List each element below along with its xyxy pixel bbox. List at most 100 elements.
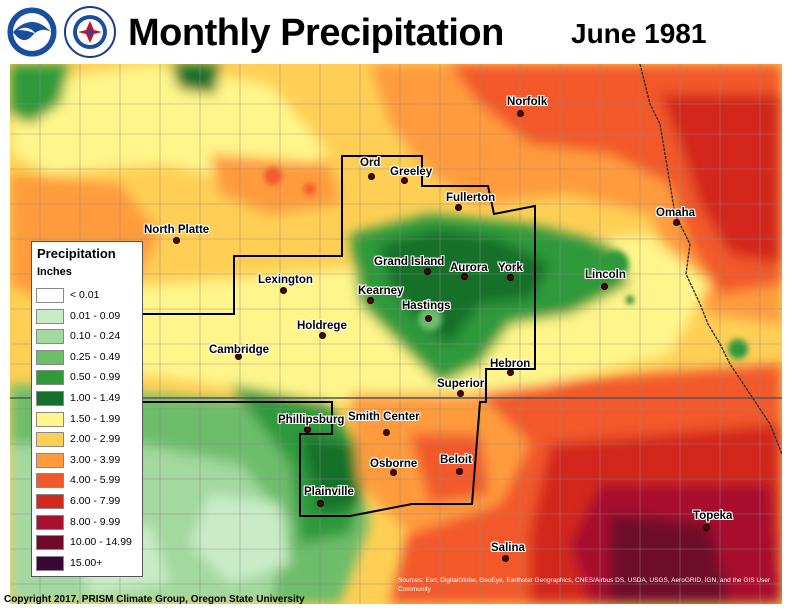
- city-marker: [703, 524, 710, 531]
- city-marker: [401, 177, 408, 184]
- city-marker: [517, 110, 524, 117]
- legend-item: < 0.01: [36, 286, 142, 305]
- city-label: Grand Island: [374, 256, 445, 268]
- legend-label: < 0.01: [70, 289, 100, 301]
- legend-label: 2.00 - 2.99: [70, 433, 121, 446]
- city-label: Smith Center: [348, 411, 420, 423]
- city-label: Omaha: [656, 207, 695, 219]
- legend-swatch: [36, 555, 64, 571]
- city-marker: [673, 219, 680, 226]
- legend-item: 3.00 - 3.99: [36, 451, 142, 470]
- legend-item: 2.00 - 2.99: [36, 430, 142, 449]
- city-marker: [383, 429, 390, 436]
- legend-item: 0.25 - 0.49: [36, 348, 142, 367]
- legend-item: 0.50 - 0.99: [36, 368, 142, 387]
- legend-swatch: [36, 411, 64, 427]
- city-label: Beloit: [440, 454, 472, 466]
- city-marker: [390, 469, 397, 476]
- city-marker: [457, 390, 464, 397]
- legend-label: 6.00 - 7.99: [70, 495, 121, 507]
- nws-logo: [64, 6, 116, 58]
- legend-swatch: [36, 535, 64, 551]
- city-marker: [507, 369, 514, 376]
- legend: Precipitation Inches < 0.01 0.01 - 0.09 0.…: [31, 241, 143, 577]
- city-label: Topeka: [693, 510, 733, 522]
- legend-item: 1.00 - 1.49: [36, 389, 142, 408]
- city-marker: [507, 274, 514, 281]
- city-marker: [317, 500, 324, 507]
- city-marker: [502, 555, 509, 562]
- city-marker: [304, 426, 311, 433]
- legend-swatch: [36, 473, 64, 489]
- city-label: Cambridge: [209, 344, 270, 356]
- city-marker: [368, 173, 375, 180]
- noaa-logo: [6, 6, 58, 58]
- legend-label: 8.00 - 9.99: [70, 515, 121, 528]
- city-label: York: [498, 262, 523, 274]
- city-marker: [367, 297, 374, 304]
- city-label: Hastings: [402, 300, 451, 312]
- legend-swatch: [36, 391, 64, 406]
- legend-item: 10.00 - 14.99: [36, 533, 142, 552]
- legend-swatch: [36, 452, 64, 468]
- city-label: Hebron: [490, 358, 531, 370]
- city-label: Norfolk: [507, 96, 548, 108]
- header: Monthly Precipitation June 1981: [0, 0, 792, 64]
- city-label: Lincoln: [585, 269, 626, 281]
- legend-units: Inches: [37, 266, 72, 278]
- city-marker: [455, 204, 462, 211]
- legend-label: 4.00 - 5.99: [70, 474, 121, 487]
- copyright: Copyright 2017, PRISM Climate Group, Ore…: [4, 594, 305, 605]
- legend-swatch: [36, 514, 64, 530]
- city-label: Lexington: [258, 274, 313, 286]
- city-marker: [601, 283, 608, 290]
- legend-swatch: [36, 370, 64, 386]
- city-marker: [424, 268, 431, 275]
- city-marker: [319, 332, 326, 339]
- city-label: Kearney: [358, 285, 404, 297]
- city-marker: [425, 315, 432, 322]
- legend-swatch: [36, 308, 64, 324]
- city-label: Plainville: [304, 486, 354, 498]
- city-label: Osborne: [370, 458, 418, 470]
- legend-label: 1.50 - 1.99: [70, 412, 121, 425]
- city-marker: [456, 468, 463, 475]
- city-marker: [280, 287, 287, 294]
- city-label: Phillipsburg: [278, 414, 345, 426]
- legend-label: 10.00 - 14.99: [70, 536, 132, 549]
- legend-label: 0.50 - 0.99: [70, 371, 121, 384]
- map-period: June 1981: [571, 18, 707, 49]
- legend-item: 0.01 - 0.09: [36, 307, 142, 326]
- map-title: Monthly Precipitation: [128, 12, 504, 54]
- map-credits: Sources: Esri, DigitalGlobe, GeoEye, Ear…: [398, 577, 771, 593]
- city-label: Aurora: [450, 262, 488, 274]
- legend-label: 0.10 - 0.24: [70, 330, 121, 343]
- legend-swatch: [36, 494, 64, 509]
- legend-label: 15.00+: [70, 556, 103, 569]
- city-marker: [173, 237, 180, 244]
- city-label: Salina: [491, 542, 525, 554]
- legend-label: 0.01 - 0.09: [70, 309, 121, 322]
- city-marker: [235, 353, 242, 360]
- legend-item: 15.00+: [36, 554, 142, 573]
- legend-swatch: [36, 288, 64, 303]
- legend-title: Precipitation: [37, 246, 116, 261]
- legend-item: 4.00 - 5.99: [36, 471, 142, 490]
- legend-label: 3.00 - 3.99: [70, 453, 121, 466]
- legend-item: 1.50 - 1.99: [36, 410, 142, 429]
- legend-swatch: [36, 432, 64, 448]
- legend-swatch: [36, 349, 64, 365]
- legend-label: 1.00 - 1.49: [70, 392, 121, 404]
- city-label: Fullerton: [446, 192, 496, 204]
- city-label: Ord: [360, 157, 381, 169]
- legend-item: 0.10 - 0.24: [36, 327, 142, 346]
- legend-item: 6.00 - 7.99: [36, 492, 142, 511]
- city-label: North Platte: [144, 224, 210, 236]
- legend-swatch: [36, 329, 64, 345]
- legend-label: 0.25 - 0.49: [70, 350, 121, 363]
- city-label: Greeley: [390, 166, 433, 178]
- city-label: Superior: [437, 378, 485, 390]
- city-marker: [461, 273, 468, 280]
- city-label: Holdrege: [297, 320, 347, 332]
- legend-item: 8.00 - 9.99: [36, 513, 142, 532]
